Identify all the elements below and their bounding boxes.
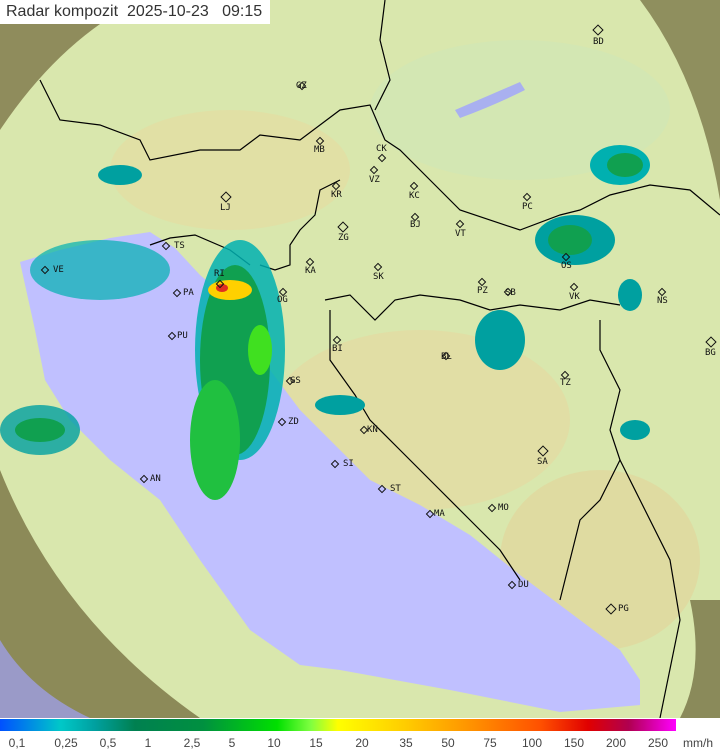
title-time: 09:15 (222, 3, 263, 20)
city-label: SI (343, 459, 354, 469)
city-label: GZ (296, 81, 307, 91)
legend-value: 200 (605, 736, 627, 750)
city-label: PG (618, 604, 629, 614)
outside-coverage-bottomright (680, 600, 720, 718)
legend-value: 5 (228, 736, 236, 750)
city-label: PC (522, 202, 533, 212)
legend-value: 0,5 (99, 736, 117, 750)
city-label: VT (455, 229, 466, 239)
legend-value: 20 (355, 736, 369, 750)
legend-value: 1 (144, 736, 152, 750)
city-label: ZG (338, 233, 349, 243)
precipitation-colorbar (0, 719, 676, 731)
radar-map[interactable] (0, 0, 720, 718)
city-label: PU (177, 331, 188, 341)
legend-value: 250 (647, 736, 669, 750)
legend-unit: mm/h (683, 736, 713, 750)
city-label: VZ (369, 175, 380, 185)
city-label: TZ (560, 378, 571, 388)
city-label: MB (314, 145, 325, 155)
city-label: NS (657, 296, 668, 306)
city-label: SK (373, 272, 384, 282)
city-label: LJ (220, 203, 231, 213)
outside-sea (0, 640, 90, 718)
city-label: BI (332, 344, 343, 354)
city-label: ZD (288, 417, 299, 427)
city-label: ST (390, 484, 401, 494)
legend-value: 0,25 (54, 736, 78, 750)
legend-value: 2,5 (183, 736, 201, 750)
city-label: VK (569, 292, 580, 302)
city-label: BL (441, 352, 452, 362)
outside-coverage-topright (640, 0, 720, 200)
legend-value: 35 (399, 736, 413, 750)
map-title: Radar kompozit 2025-10-23 09:15 (0, 0, 271, 24)
city-label: OG (277, 295, 288, 305)
title-label: Radar kompozit (6, 3, 119, 20)
city-label: OS (561, 261, 572, 271)
rain-echoes (0, 145, 650, 500)
adriatic-sea (20, 232, 640, 712)
outside-coverage-bottomleft (0, 470, 200, 718)
city-label: CK (376, 144, 387, 154)
outside-coverage-topleft (0, 0, 140, 130)
city-label: DU (518, 580, 529, 590)
country-borders (39, 0, 720, 718)
city-label: SB (505, 288, 516, 298)
city-label: MA (434, 509, 445, 519)
city-label: RI (214, 269, 225, 279)
title-date: 2025-10-23 (126, 3, 209, 20)
legend-labels: 0,1 0,25 0,5 1 2,5 5 10 15 20 35 50 75 100 150 200 250 m… (0, 736, 720, 751)
lake-balaton (455, 82, 525, 118)
city-label: BJ (410, 220, 421, 230)
city-label: GS (290, 376, 301, 386)
city-label: KR (331, 190, 342, 200)
city-label: AN (150, 474, 161, 484)
legend-value: 100 (521, 736, 543, 750)
legend-value: 10 (267, 736, 281, 750)
legend-value: 50 (441, 736, 455, 750)
city-label: TS (174, 241, 185, 251)
city-label: VE (53, 265, 64, 275)
legend-value: 0,1 (8, 736, 26, 750)
city-label: SA (537, 457, 548, 467)
city-label: KC (409, 191, 420, 201)
city-label: BG (705, 348, 716, 358)
legend-value: 150 (563, 736, 585, 750)
city-label: PZ (477, 286, 488, 296)
legend-value: 75 (483, 736, 497, 750)
city-label: KA (305, 266, 316, 276)
city-label: BD (593, 37, 604, 47)
city-label: MO (498, 503, 509, 513)
city-label: PA (183, 288, 194, 298)
city-label: KN (367, 425, 378, 435)
legend-value: 15 (309, 736, 323, 750)
